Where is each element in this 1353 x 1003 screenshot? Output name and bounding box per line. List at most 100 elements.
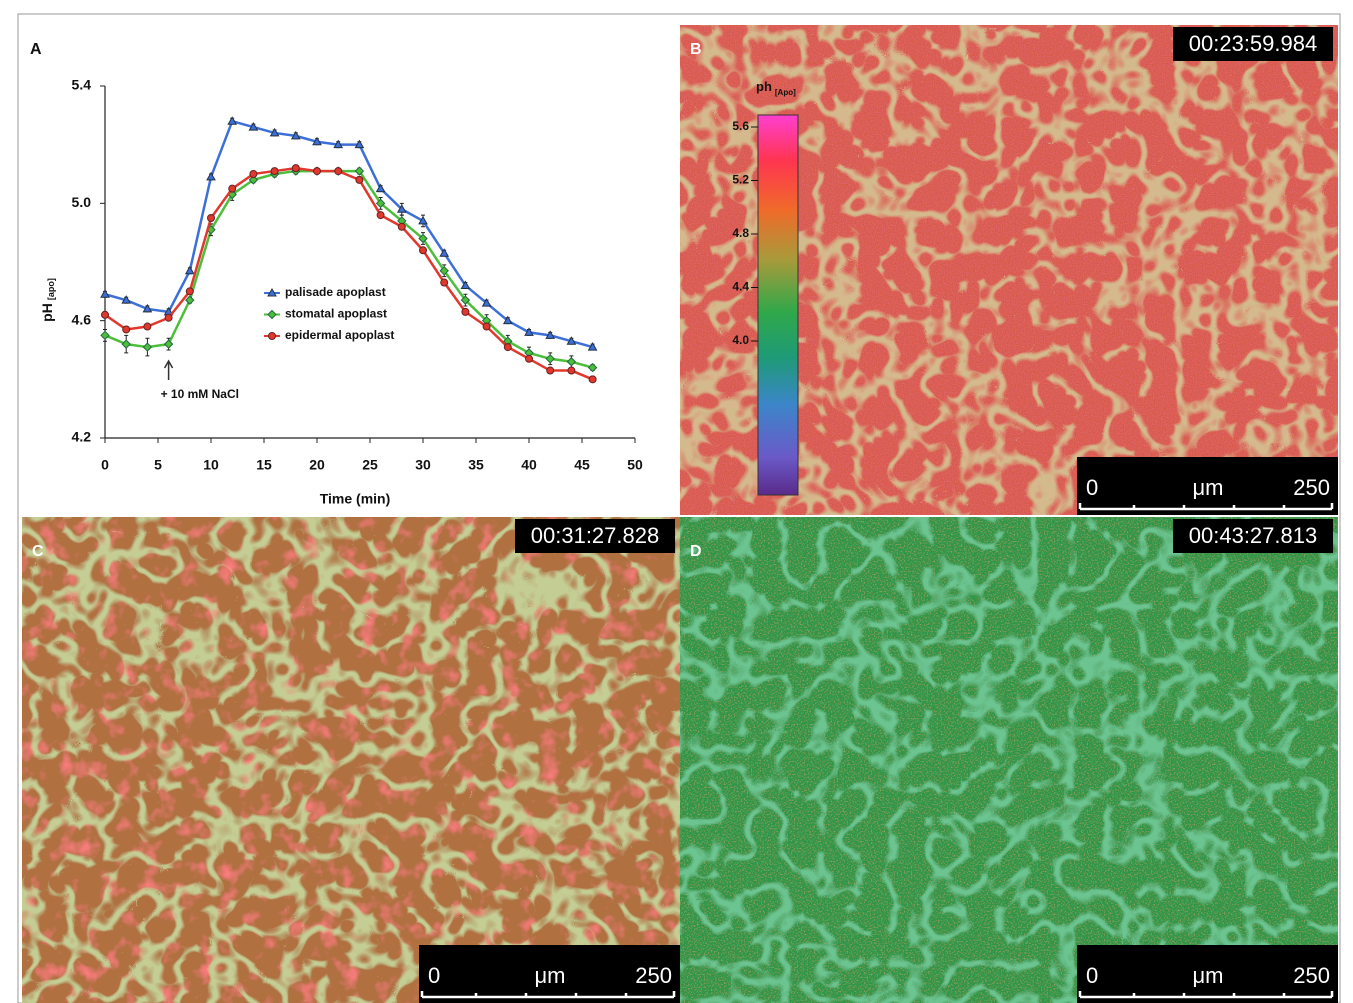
scale-start: 0 xyxy=(1086,475,1098,500)
x-tick-label: 35 xyxy=(468,457,484,473)
scale-unit: μm xyxy=(1192,475,1223,500)
scale-end: 250 xyxy=(1293,475,1330,500)
timestamp-box xyxy=(1173,27,1333,61)
marker xyxy=(587,362,598,373)
x-tick-label: 0 xyxy=(101,457,109,473)
series: epidermal apoplast xyxy=(101,164,597,384)
marker xyxy=(419,246,427,255)
marker xyxy=(461,307,470,316)
marker xyxy=(354,166,365,176)
marker xyxy=(101,310,109,319)
marker xyxy=(249,170,258,178)
frame xyxy=(17,13,1341,1003)
x-tick-label: 45 xyxy=(574,457,590,473)
colorbar-tick-label: 5.2 xyxy=(732,173,749,187)
scale-unit: μm xyxy=(534,963,565,988)
marker xyxy=(207,214,215,222)
scale-bar xyxy=(1078,503,1334,511)
marker xyxy=(566,357,577,367)
colorbar-tick-label: 5.6 xyxy=(732,119,749,133)
y-axis-title-main: pH xyxy=(39,303,55,322)
marker xyxy=(270,167,279,176)
x-tick-label: 40 xyxy=(521,457,537,473)
colorbar-tick-label: 4.4 xyxy=(732,280,749,294)
colorbar xyxy=(757,114,799,496)
x-tick-label: 30 xyxy=(415,457,431,473)
image-d xyxy=(680,517,1338,1003)
marker xyxy=(545,330,556,339)
marker xyxy=(268,332,276,340)
x-tick-label: 15 xyxy=(256,457,272,473)
marker xyxy=(545,354,555,364)
marker xyxy=(502,315,513,325)
marker xyxy=(567,366,576,375)
line xyxy=(104,169,593,369)
line xyxy=(104,166,594,381)
colorbar-tick-label: 4.0 xyxy=(732,333,749,347)
x-tick-label: 25 xyxy=(362,457,378,473)
scale-unit: μm xyxy=(1192,963,1223,988)
marker xyxy=(184,265,195,275)
marker xyxy=(206,171,216,181)
timestamp: 00:23:59.984 xyxy=(1189,31,1317,56)
x-tick-label: 50 xyxy=(627,457,643,473)
marker xyxy=(333,139,344,149)
marker xyxy=(439,248,450,257)
annotation-arrowhead xyxy=(163,359,174,369)
panel-label: B xyxy=(690,41,702,58)
colorbar-tick-label: 4.8 xyxy=(732,226,749,240)
annotation: + 10 mM NaCl xyxy=(161,387,239,401)
scale-start: 0 xyxy=(428,963,440,988)
legend-label: epidermal apoplast xyxy=(285,328,394,342)
marker xyxy=(267,309,277,320)
marker xyxy=(185,287,194,296)
legend-label: palisade apoplast xyxy=(285,285,386,299)
marker xyxy=(142,303,153,313)
marker xyxy=(397,222,406,231)
marker xyxy=(143,322,152,331)
marker xyxy=(546,366,555,375)
marker xyxy=(291,164,300,173)
chart: 4.2 4.6 5.0 5.4 0 5 10 15 20 25 30 35 40 45 50 Time (mi… xyxy=(39,77,643,507)
marker xyxy=(121,339,131,349)
marker xyxy=(418,215,428,225)
timestamp: 00:31:27.828 xyxy=(531,523,659,548)
scale-bar xyxy=(420,991,676,999)
scale-end: 250 xyxy=(635,963,672,988)
marker xyxy=(334,167,343,176)
x-tick-label: 20 xyxy=(309,457,325,473)
marker xyxy=(587,342,598,351)
panel-label: C xyxy=(32,543,44,560)
marker xyxy=(267,287,277,297)
marker xyxy=(354,139,365,149)
marker xyxy=(248,122,259,131)
marker xyxy=(100,330,110,341)
scale-box xyxy=(419,945,680,1003)
image-c xyxy=(22,517,680,1003)
timestamp-box xyxy=(1173,519,1333,553)
marker xyxy=(228,184,237,193)
y-tick-label: 4.6 xyxy=(72,311,92,327)
marker xyxy=(290,130,301,140)
panel-label: A xyxy=(30,41,42,58)
marker xyxy=(121,295,132,304)
marker xyxy=(163,339,174,349)
timestamp-box xyxy=(515,519,675,553)
marker xyxy=(396,204,407,213)
marker xyxy=(376,211,385,220)
marker xyxy=(460,280,471,289)
marker xyxy=(524,327,534,336)
x-tick-label: 10 xyxy=(203,457,219,473)
colorbar-title: ph [Apo] xyxy=(756,79,796,97)
scale-box xyxy=(1077,457,1338,515)
x-tick-label: 5 xyxy=(154,457,162,473)
marker xyxy=(142,342,153,352)
scale-end: 250 xyxy=(1293,963,1330,988)
marker xyxy=(375,183,386,193)
marker xyxy=(164,313,173,322)
scale-start: 0 xyxy=(1086,963,1098,988)
marker xyxy=(122,325,131,334)
marker xyxy=(525,354,533,363)
y-tick-label: 5.4 xyxy=(72,77,92,93)
